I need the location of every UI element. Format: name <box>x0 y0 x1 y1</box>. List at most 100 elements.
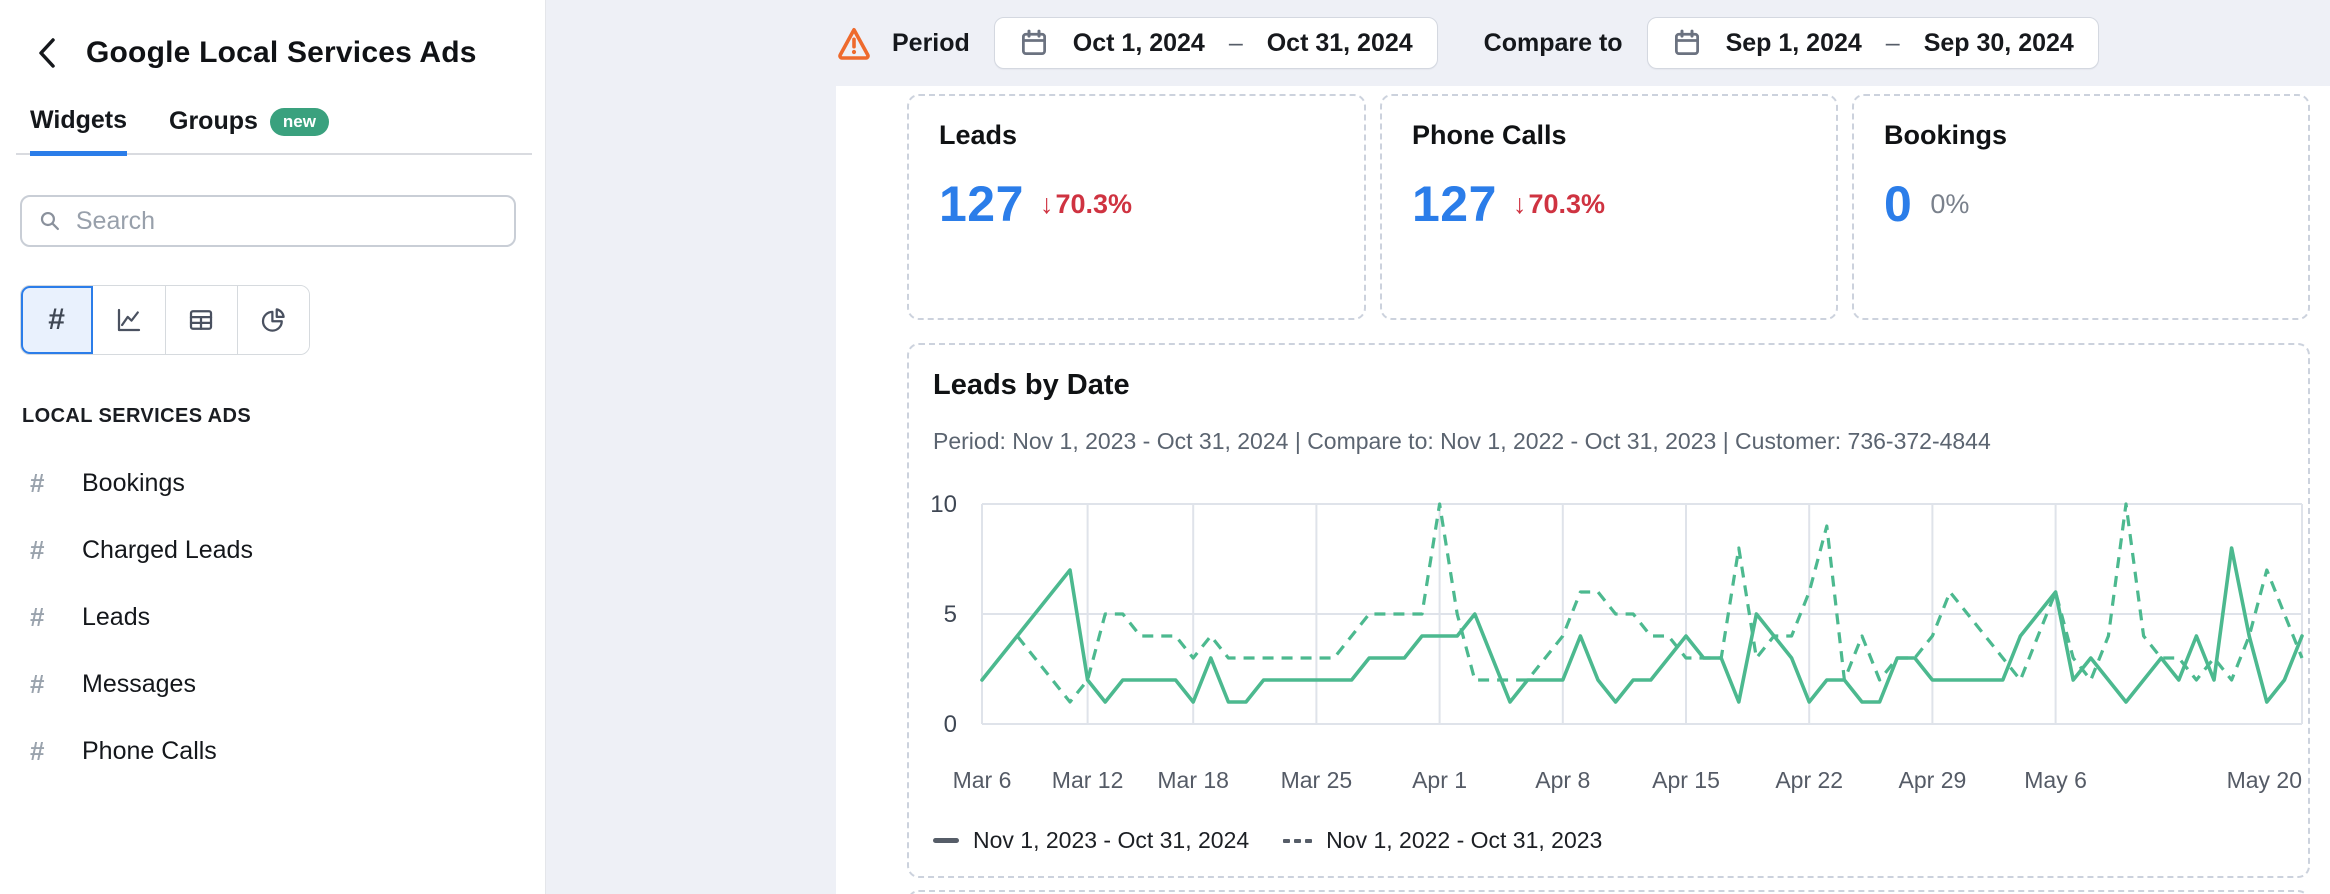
hash-icon: # <box>48 303 65 336</box>
x-tick-label: Apr 22 <box>1775 767 1843 793</box>
tab-widgets[interactable]: Widgets <box>30 106 127 156</box>
widget-list: # Bookings # Charged Leads # Leads # Mes… <box>0 450 545 785</box>
list-item-leads[interactable]: # Leads <box>0 584 545 651</box>
hash-icon: # <box>30 669 45 699</box>
search-box[interactable] <box>20 195 516 247</box>
compare-range-picker[interactable]: Sep 1, 2024 – Sep 30, 2024 <box>1646 17 2099 69</box>
widget-type-table[interactable] <box>165 286 238 354</box>
x-tick-label: Mar 6 <box>953 767 1012 793</box>
x-tick-label: Mar 12 <box>1052 767 1124 793</box>
legend-dashed-line-swatch <box>1283 838 1313 843</box>
list-item-messages[interactable]: # Messages <box>0 651 545 718</box>
arrow-down-icon: ↓ <box>1039 188 1054 219</box>
next-widget-card <box>907 890 2310 894</box>
list-item-phone-calls[interactable]: # Phone Calls <box>0 718 545 785</box>
x-tick-label: Mar 18 <box>1157 767 1229 793</box>
sidebar: Google Local Services Ads Widgets Groups… <box>0 0 546 894</box>
list-item-label: Phone Calls <box>82 737 217 765</box>
warning-icon[interactable] <box>836 25 872 61</box>
x-tick-label: Apr 8 <box>1535 767 1590 793</box>
compare-end-date: Sep 30, 2024 <box>1923 28 2074 57</box>
chart-card-leads-by-date[interactable]: Leads by Date Period: Nov 1, 2023 - Oct … <box>907 343 2310 878</box>
sidebar-header: Google Local Services Ads <box>0 0 545 70</box>
chevron-left-icon <box>39 38 55 68</box>
period-range-picker[interactable]: Oct 1, 2024 – Oct 31, 2024 <box>993 17 1438 69</box>
period-label: Period <box>892 28 970 57</box>
line-chart-icon <box>117 308 140 332</box>
hash-icon: # <box>30 602 45 632</box>
widget-type-pie-chart[interactable] <box>237 286 309 354</box>
chart-legend: Nov 1, 2023 - Oct 31, 2024 Nov 1, 2022 -… <box>933 827 1602 854</box>
compare-to-label: Compare to <box>1483 28 1623 57</box>
list-item-label: Bookings <box>82 469 185 497</box>
date-controls-bar: Period Oct 1, 2024 – Oct 31, 2024 Compar… <box>836 0 2099 86</box>
tab-widgets-label: Widgets <box>30 106 127 134</box>
kpi-title: Bookings <box>1884 120 2008 150</box>
section-label: LOCAL SERVICES ADS <box>22 405 252 427</box>
legend-label: Nov 1, 2022 - Oct 31, 2023 <box>1326 827 1603 853</box>
list-item-bookings[interactable]: # Bookings <box>0 450 545 517</box>
chart-title: Leads by Date <box>933 369 1130 401</box>
back-button[interactable] <box>30 36 64 70</box>
kpi-value: 127 <box>1412 176 1497 232</box>
kpi-delta-value: 70.3% <box>1528 188 1605 219</box>
kpi-value: 0 <box>1884 176 1913 232</box>
list-item-label: Leads <box>82 603 151 631</box>
widget-type-line-chart[interactable] <box>93 286 166 354</box>
tab-groups-label: Groups <box>169 107 258 135</box>
search-icon <box>40 211 59 231</box>
hash-icon: # <box>30 736 45 766</box>
sidebar-tabs: Widgets Groups new <box>16 106 532 156</box>
x-tick-label: Mar 25 <box>1281 767 1353 793</box>
kpi-delta-value: 0% <box>1930 188 1970 219</box>
list-item-charged-leads[interactable]: # Charged Leads <box>0 517 545 584</box>
calendar-icon <box>1674 29 1699 55</box>
period-end-date: Oct 31, 2024 <box>1266 28 1413 57</box>
legend-entry-current[interactable]: Nov 1, 2023 - Oct 31, 2024 <box>933 827 1249 854</box>
legend-entry-compare[interactable]: Nov 1, 2022 - Oct 31, 2023 <box>1283 827 1602 854</box>
x-tick-label: Apr 29 <box>1899 767 1967 793</box>
hash-icon: # <box>30 468 45 498</box>
page-title: Google Local Services Ads <box>86 36 477 69</box>
kpi-delta-value: 70.3% <box>1055 188 1132 219</box>
widget-type-number[interactable]: # <box>21 286 94 354</box>
kpi-delta: ↓ 70.3% <box>1513 189 1605 220</box>
compare-start-date: Sep 1, 2024 <box>1725 28 1862 57</box>
range-separator: – <box>1885 28 1900 57</box>
period-start-date: Oct 1, 2024 <box>1072 28 1205 57</box>
x-tick-label: May 20 <box>2227 767 2302 793</box>
kpi-value: 127 <box>939 176 1024 232</box>
kpi-delta: ↓ 70.3% <box>1040 189 1132 220</box>
kpi-delta: 0% <box>1928 189 1969 220</box>
list-item-label: Messages <box>82 670 196 698</box>
x-tick-label: Apr 1 <box>1412 767 1467 793</box>
series-line-current-period <box>980 546 2304 704</box>
hash-icon: # <box>30 535 45 565</box>
kpi-title: Leads <box>939 120 1018 150</box>
kpi-title: Phone Calls <box>1412 120 1567 150</box>
widget-type-group: # <box>20 285 310 355</box>
legend-solid-line-swatch <box>933 838 959 843</box>
table-icon <box>190 310 213 330</box>
range-separator: – <box>1228 28 1243 57</box>
line-chart: Mar 6 Mar 12 Mar 18 Mar 25 Apr 1 Apr 8 Apr 15 A… <box>930 491 2304 793</box>
kpi-card-leads[interactable]: Leads 127 ↓ 70.3% <box>907 94 1366 320</box>
legend-label: Nov 1, 2023 - Oct 31, 2024 <box>973 827 1250 853</box>
dashboard-canvas: Leads 127 ↓ 70.3% Phone Calls 127 ↓ 70.3% … <box>836 86 2330 894</box>
kpi-card-phone-calls[interactable]: Phone Calls 127 ↓ 70.3% <box>1380 94 1838 320</box>
y-tick-label: 5 <box>944 601 957 628</box>
list-item-label: Charged Leads <box>82 536 253 564</box>
chart-subtitle: Period: Nov 1, 2023 - Oct 31, 2024 | Com… <box>933 428 1991 454</box>
x-tick-label: Apr 15 <box>1652 767 1720 793</box>
search-input[interactable] <box>75 206 498 236</box>
y-tick-label: 0 <box>944 711 957 738</box>
new-badge: new <box>269 107 329 136</box>
y-tick-label: 10 <box>930 491 957 518</box>
calendar-icon <box>1021 29 1046 55</box>
arrow-down-icon: ↓ <box>1512 188 1527 219</box>
kpi-card-bookings[interactable]: Bookings 0 0% <box>1852 94 2310 320</box>
tab-groups[interactable]: Groups new <box>169 107 329 152</box>
x-tick-label: May 6 <box>2024 767 2087 793</box>
pie-chart-icon <box>262 308 286 332</box>
